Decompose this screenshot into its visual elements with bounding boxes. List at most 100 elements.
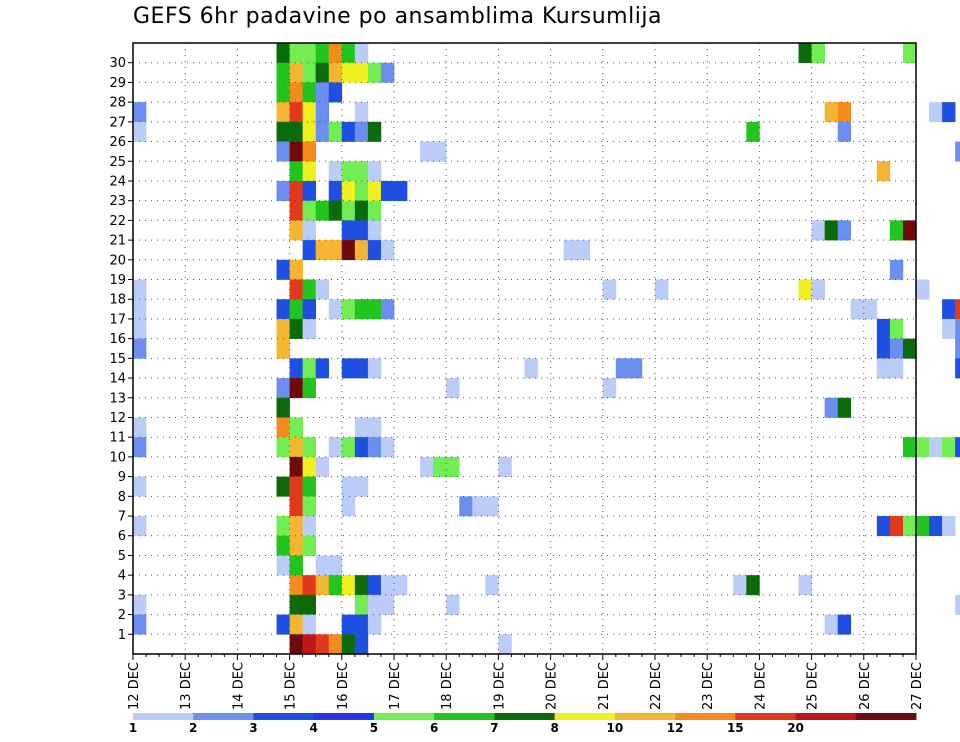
heatmap-cell xyxy=(133,417,147,438)
heatmap-cell xyxy=(942,318,956,339)
heatmap-cell xyxy=(341,476,356,497)
heatmap-cell xyxy=(302,161,316,182)
heatmap-cell xyxy=(615,358,630,379)
heatmap-cell xyxy=(942,516,956,537)
heatmap-cell xyxy=(341,437,356,458)
heatmap-cell xyxy=(394,180,408,201)
heatmap-cell xyxy=(889,259,904,280)
heatmap-cell xyxy=(459,496,473,517)
heatmap-cell xyxy=(837,121,852,142)
heatmap-cell xyxy=(341,200,356,221)
x-tick-label: 17 DEC xyxy=(388,662,403,710)
x-tick-label: 18 DEC xyxy=(440,662,455,710)
heatmap-cell xyxy=(380,240,395,261)
heatmap-cell xyxy=(289,575,303,596)
colorbar-swatch xyxy=(735,713,796,720)
heatmap-cell xyxy=(328,299,343,320)
y-tick-label: 5 xyxy=(118,549,126,564)
heatmap-cell xyxy=(367,200,382,221)
heatmap-cell xyxy=(902,437,917,458)
heatmap-cell xyxy=(733,575,747,596)
heatmap-cell xyxy=(328,180,343,201)
heatmap-cell xyxy=(341,634,356,655)
heatmap-cell xyxy=(602,378,617,399)
heatmap-cell xyxy=(354,62,369,83)
heatmap-cell xyxy=(902,43,917,64)
heatmap-cell xyxy=(302,82,316,103)
heatmap-cell xyxy=(341,614,356,635)
heatmap-cell xyxy=(315,82,330,103)
heatmap-cell xyxy=(289,141,303,162)
heatmap-cell xyxy=(276,535,290,556)
x-tick-label: 16 DEC xyxy=(336,662,351,710)
colorbar-tick-label: 5 xyxy=(370,721,378,735)
y-tick-label: 28 xyxy=(109,96,126,111)
heatmap-cell xyxy=(341,161,356,182)
y-tick-label: 3 xyxy=(118,588,126,603)
heatmap-cell xyxy=(354,575,369,596)
heatmap-cell xyxy=(328,575,343,596)
heatmap-cell xyxy=(328,43,343,64)
colorbar-swatch xyxy=(133,713,194,720)
heatmap-cell xyxy=(902,220,917,241)
heatmap-cell xyxy=(824,220,838,241)
heatmap-cell xyxy=(328,121,343,142)
heatmap-cell xyxy=(380,594,395,615)
heatmap-cell xyxy=(889,318,904,339)
heatmap-cell xyxy=(315,102,330,123)
heatmap-cell xyxy=(380,299,395,320)
heatmap-cell xyxy=(289,456,303,477)
heatmap-cell xyxy=(824,397,838,418)
heatmap-cell xyxy=(133,299,147,320)
heatmap-cell xyxy=(798,575,812,596)
heatmap-cell xyxy=(289,516,303,537)
x-tick-label: 23 DEC xyxy=(701,662,716,710)
heatmap-cell xyxy=(380,437,395,458)
colorbar-swatch xyxy=(434,713,495,720)
heatmap-cell xyxy=(524,358,538,379)
heatmap-cell xyxy=(302,121,316,142)
heatmap-cell xyxy=(276,318,290,339)
heatmap-cell xyxy=(628,358,643,379)
heatmap-cell xyxy=(354,180,369,201)
y-tick-label: 29 xyxy=(109,76,126,91)
heatmap-cell xyxy=(289,496,303,517)
colorbar-swatch xyxy=(494,713,556,720)
y-tick-label: 13 xyxy=(109,391,126,406)
heatmap-cell xyxy=(380,575,395,596)
heatmap-cell xyxy=(850,299,865,320)
heatmap-cell xyxy=(916,279,930,300)
heatmap-cell xyxy=(837,614,852,635)
colorbar-swatch xyxy=(193,713,254,720)
colorbar-tick-label: 4 xyxy=(310,721,318,735)
x-tick-label: 19 DEC xyxy=(492,662,507,710)
heatmap-cell xyxy=(354,161,369,182)
heatmap-cell xyxy=(341,62,356,83)
chart-title: GEFS 6hr padavine po ansamblima Kursumli… xyxy=(133,4,662,29)
y-tick-label: 20 xyxy=(109,253,126,268)
colorbar-swatch xyxy=(313,713,375,720)
heatmap-cell xyxy=(302,62,316,83)
heatmap-cell xyxy=(302,200,316,221)
heatmap-cell xyxy=(876,358,891,379)
heatmap-cell xyxy=(955,437,960,458)
heatmap-cell xyxy=(302,299,316,320)
cells-layer xyxy=(133,43,960,655)
x-tick-label: 12 DEC xyxy=(127,662,142,710)
heatmap-cell xyxy=(276,141,290,162)
colorbar-swatch xyxy=(855,713,917,720)
heatmap-cell xyxy=(576,240,591,261)
y-tick-label: 8 xyxy=(118,490,126,505)
y-tick-label: 6 xyxy=(118,529,126,544)
heatmap-cell xyxy=(315,62,330,83)
heatmap-cell xyxy=(289,279,303,300)
colorbar-tick-label: 8 xyxy=(550,721,558,735)
heatmap-cell xyxy=(655,279,669,300)
heatmap-cell xyxy=(276,121,290,142)
heatmap-cell xyxy=(289,220,303,241)
y-tick-label: 15 xyxy=(109,352,126,367)
heatmap-cell xyxy=(289,259,303,280)
heatmap-cell xyxy=(276,417,290,438)
heatmap-cell xyxy=(328,437,343,458)
